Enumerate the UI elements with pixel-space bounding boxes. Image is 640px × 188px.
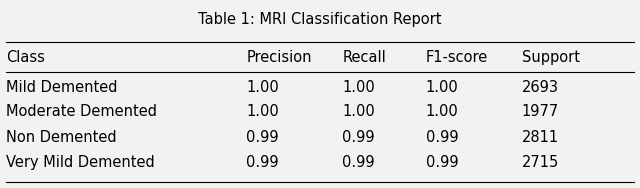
Text: Recall: Recall (342, 50, 386, 65)
Text: Very Mild Demented: Very Mild Demented (6, 155, 155, 170)
Text: Moderate Demented: Moderate Demented (6, 104, 157, 119)
Text: Class: Class (6, 50, 45, 65)
Text: 0.99: 0.99 (246, 155, 279, 170)
Text: 0.99: 0.99 (246, 130, 279, 145)
Text: 1.00: 1.00 (426, 80, 458, 95)
Text: 1977: 1977 (522, 104, 559, 119)
Text: Support: Support (522, 50, 580, 65)
Text: F1-score: F1-score (426, 50, 488, 65)
Text: 1.00: 1.00 (426, 104, 458, 119)
Text: Precision: Precision (246, 50, 312, 65)
Text: 2693: 2693 (522, 80, 559, 95)
Text: 1.00: 1.00 (342, 104, 375, 119)
Text: Mild Demented: Mild Demented (6, 80, 118, 95)
Text: Non Demented: Non Demented (6, 130, 117, 145)
Text: 0.99: 0.99 (426, 155, 458, 170)
Text: 0.99: 0.99 (342, 130, 375, 145)
Text: Table 1: MRI Classification Report: Table 1: MRI Classification Report (198, 12, 442, 27)
Text: 0.99: 0.99 (342, 155, 375, 170)
Text: 2811: 2811 (522, 130, 559, 145)
Text: 1.00: 1.00 (342, 80, 375, 95)
Text: 2715: 2715 (522, 155, 559, 170)
Text: 1.00: 1.00 (246, 104, 279, 119)
Text: 1.00: 1.00 (246, 80, 279, 95)
Text: 0.99: 0.99 (426, 130, 458, 145)
